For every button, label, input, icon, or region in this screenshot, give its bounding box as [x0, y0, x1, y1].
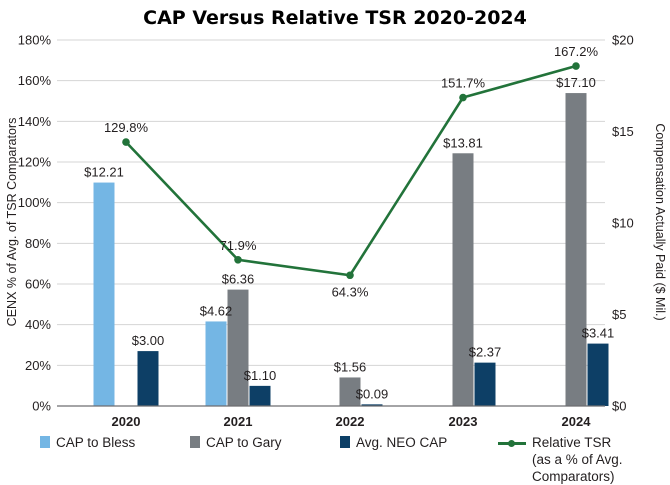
left-tick-label: 140% — [18, 114, 52, 129]
category-label: 2021 — [224, 414, 253, 429]
legend-label: Relative TSR (as a % of Avg. Comparators… — [532, 435, 623, 484]
right-axis-label: Compensation Actually Paid ($ Mil.) — [653, 123, 667, 320]
gridlines — [57, 39, 605, 366]
bar-data-label: $3.00 — [132, 333, 165, 348]
category-label: 2022 — [336, 414, 365, 429]
tsr-data-label: 151.7% — [441, 76, 486, 91]
bar-data-label: $1.10 — [244, 368, 277, 383]
left-tick-label: 60% — [25, 277, 51, 292]
bar-cap-to-gary-2021 — [227, 289, 249, 406]
legend-swatch — [190, 436, 200, 448]
legend-label: CAP to Bless — [56, 435, 136, 450]
right-tick-label: $15 — [612, 124, 634, 139]
bar-avg-neo-cap-2022 — [361, 404, 383, 406]
bar-cap-to-bless-2020 — [93, 182, 115, 406]
legend-line-dot — [508, 440, 515, 447]
tsr-point-2021 — [234, 256, 242, 264]
bar-cap-to-bless-2021 — [205, 321, 227, 406]
legend-item: Avg. NEO CAP — [340, 434, 447, 451]
tsr-point-2023 — [459, 93, 467, 102]
tsr-line: 129.8% 71.9% 64.3% 151.7% 167.2% — [104, 44, 599, 299]
category-labels: 2020 2021 2022 2023 2024 — [112, 414, 592, 429]
right-axis-ticks: $0 $5 $10 $15 $20 — [612, 33, 634, 414]
legend-item: CAP to Bless — [40, 434, 135, 451]
legend: CAP to Bless CAP to Gary Avg. NEO CAP Relat… — [0, 434, 670, 484]
legend-label: CAP to Gary — [206, 435, 282, 450]
legend-item: Relative TSR (as a % of Avg. Comparators… — [498, 434, 623, 485]
left-tick-label: 180% — [18, 33, 52, 48]
legend-swatch — [40, 436, 50, 448]
left-axis-label: CENX % of Avg. of TSR Comparators — [5, 118, 19, 327]
right-tick-label: $0 — [612, 399, 626, 414]
bar-data-label: $13.81 — [443, 135, 483, 150]
bar-data-label: $12.21 — [84, 165, 124, 180]
bar-data-label: $2.37 — [469, 345, 502, 360]
tsr-data-label: 71.9% — [220, 238, 257, 253]
left-tick-label: 120% — [18, 155, 52, 170]
category-label: 2024 — [562, 414, 592, 429]
bar-data-label: $6.36 — [222, 272, 255, 287]
legend-swatch — [340, 436, 350, 448]
legend-item: CAP to Gary — [190, 434, 282, 451]
bar-avg-neo-cap-2023 — [474, 362, 496, 406]
bar-cap-to-gary-2023 — [452, 153, 474, 406]
right-tick-label: $10 — [612, 216, 634, 231]
bar-cap-to-gary-2022 — [339, 377, 361, 406]
left-tick-label: 100% — [18, 195, 52, 210]
left-tick-label: 80% — [25, 236, 51, 251]
bar-data-label: $17.10 — [556, 75, 596, 90]
bar-avg-neo-cap-2021 — [249, 385, 271, 406]
legend-line-marker — [498, 440, 526, 447]
left-tick-label: 0% — [32, 399, 51, 414]
bar-data-label: $3.41 — [582, 326, 615, 341]
tsr-data-label: 167.2% — [554, 44, 599, 59]
tsr-point-2020 — [122, 138, 130, 146]
left-tick-label: 20% — [25, 358, 51, 373]
right-tick-label: $5 — [612, 307, 626, 322]
category-label: 2020 — [112, 414, 141, 429]
legend-label: Avg. NEO CAP — [356, 435, 448, 450]
chart-title: CAP Versus Relative TSR 2020-2024 — [143, 7, 527, 29]
tsr-line-path — [125, 64, 577, 277]
bars — [93, 93, 609, 406]
bar-data-label: $0.09 — [356, 386, 389, 401]
left-tick-label: 40% — [25, 317, 51, 332]
category-label: 2023 — [449, 414, 478, 429]
tsr-point-2022 — [346, 271, 354, 280]
left-tick-label: 160% — [18, 73, 52, 88]
tsr-point-2024 — [572, 62, 580, 70]
bar-data-label: $1.56 — [334, 359, 367, 374]
bar-data-labels: $12.21 $3.00 $4.62 $6.36 $1.10 $1.56 $0.09 $13.… — [84, 75, 614, 401]
tsr-data-label: 129.8% — [104, 120, 149, 135]
bar-data-label: $4.62 — [200, 303, 233, 318]
left-axis-ticks: 0% 20% 40% 60% 80% 100% 120% 140% 160% 180% — [18, 33, 52, 414]
bar-avg-neo-cap-2024 — [587, 343, 609, 406]
tsr-data-label: 64.3% — [332, 284, 369, 299]
right-tick-label: $20 — [612, 33, 634, 48]
bar-cap-to-gary-2024 — [565, 93, 587, 406]
bar-avg-neo-cap-2020 — [137, 351, 159, 406]
